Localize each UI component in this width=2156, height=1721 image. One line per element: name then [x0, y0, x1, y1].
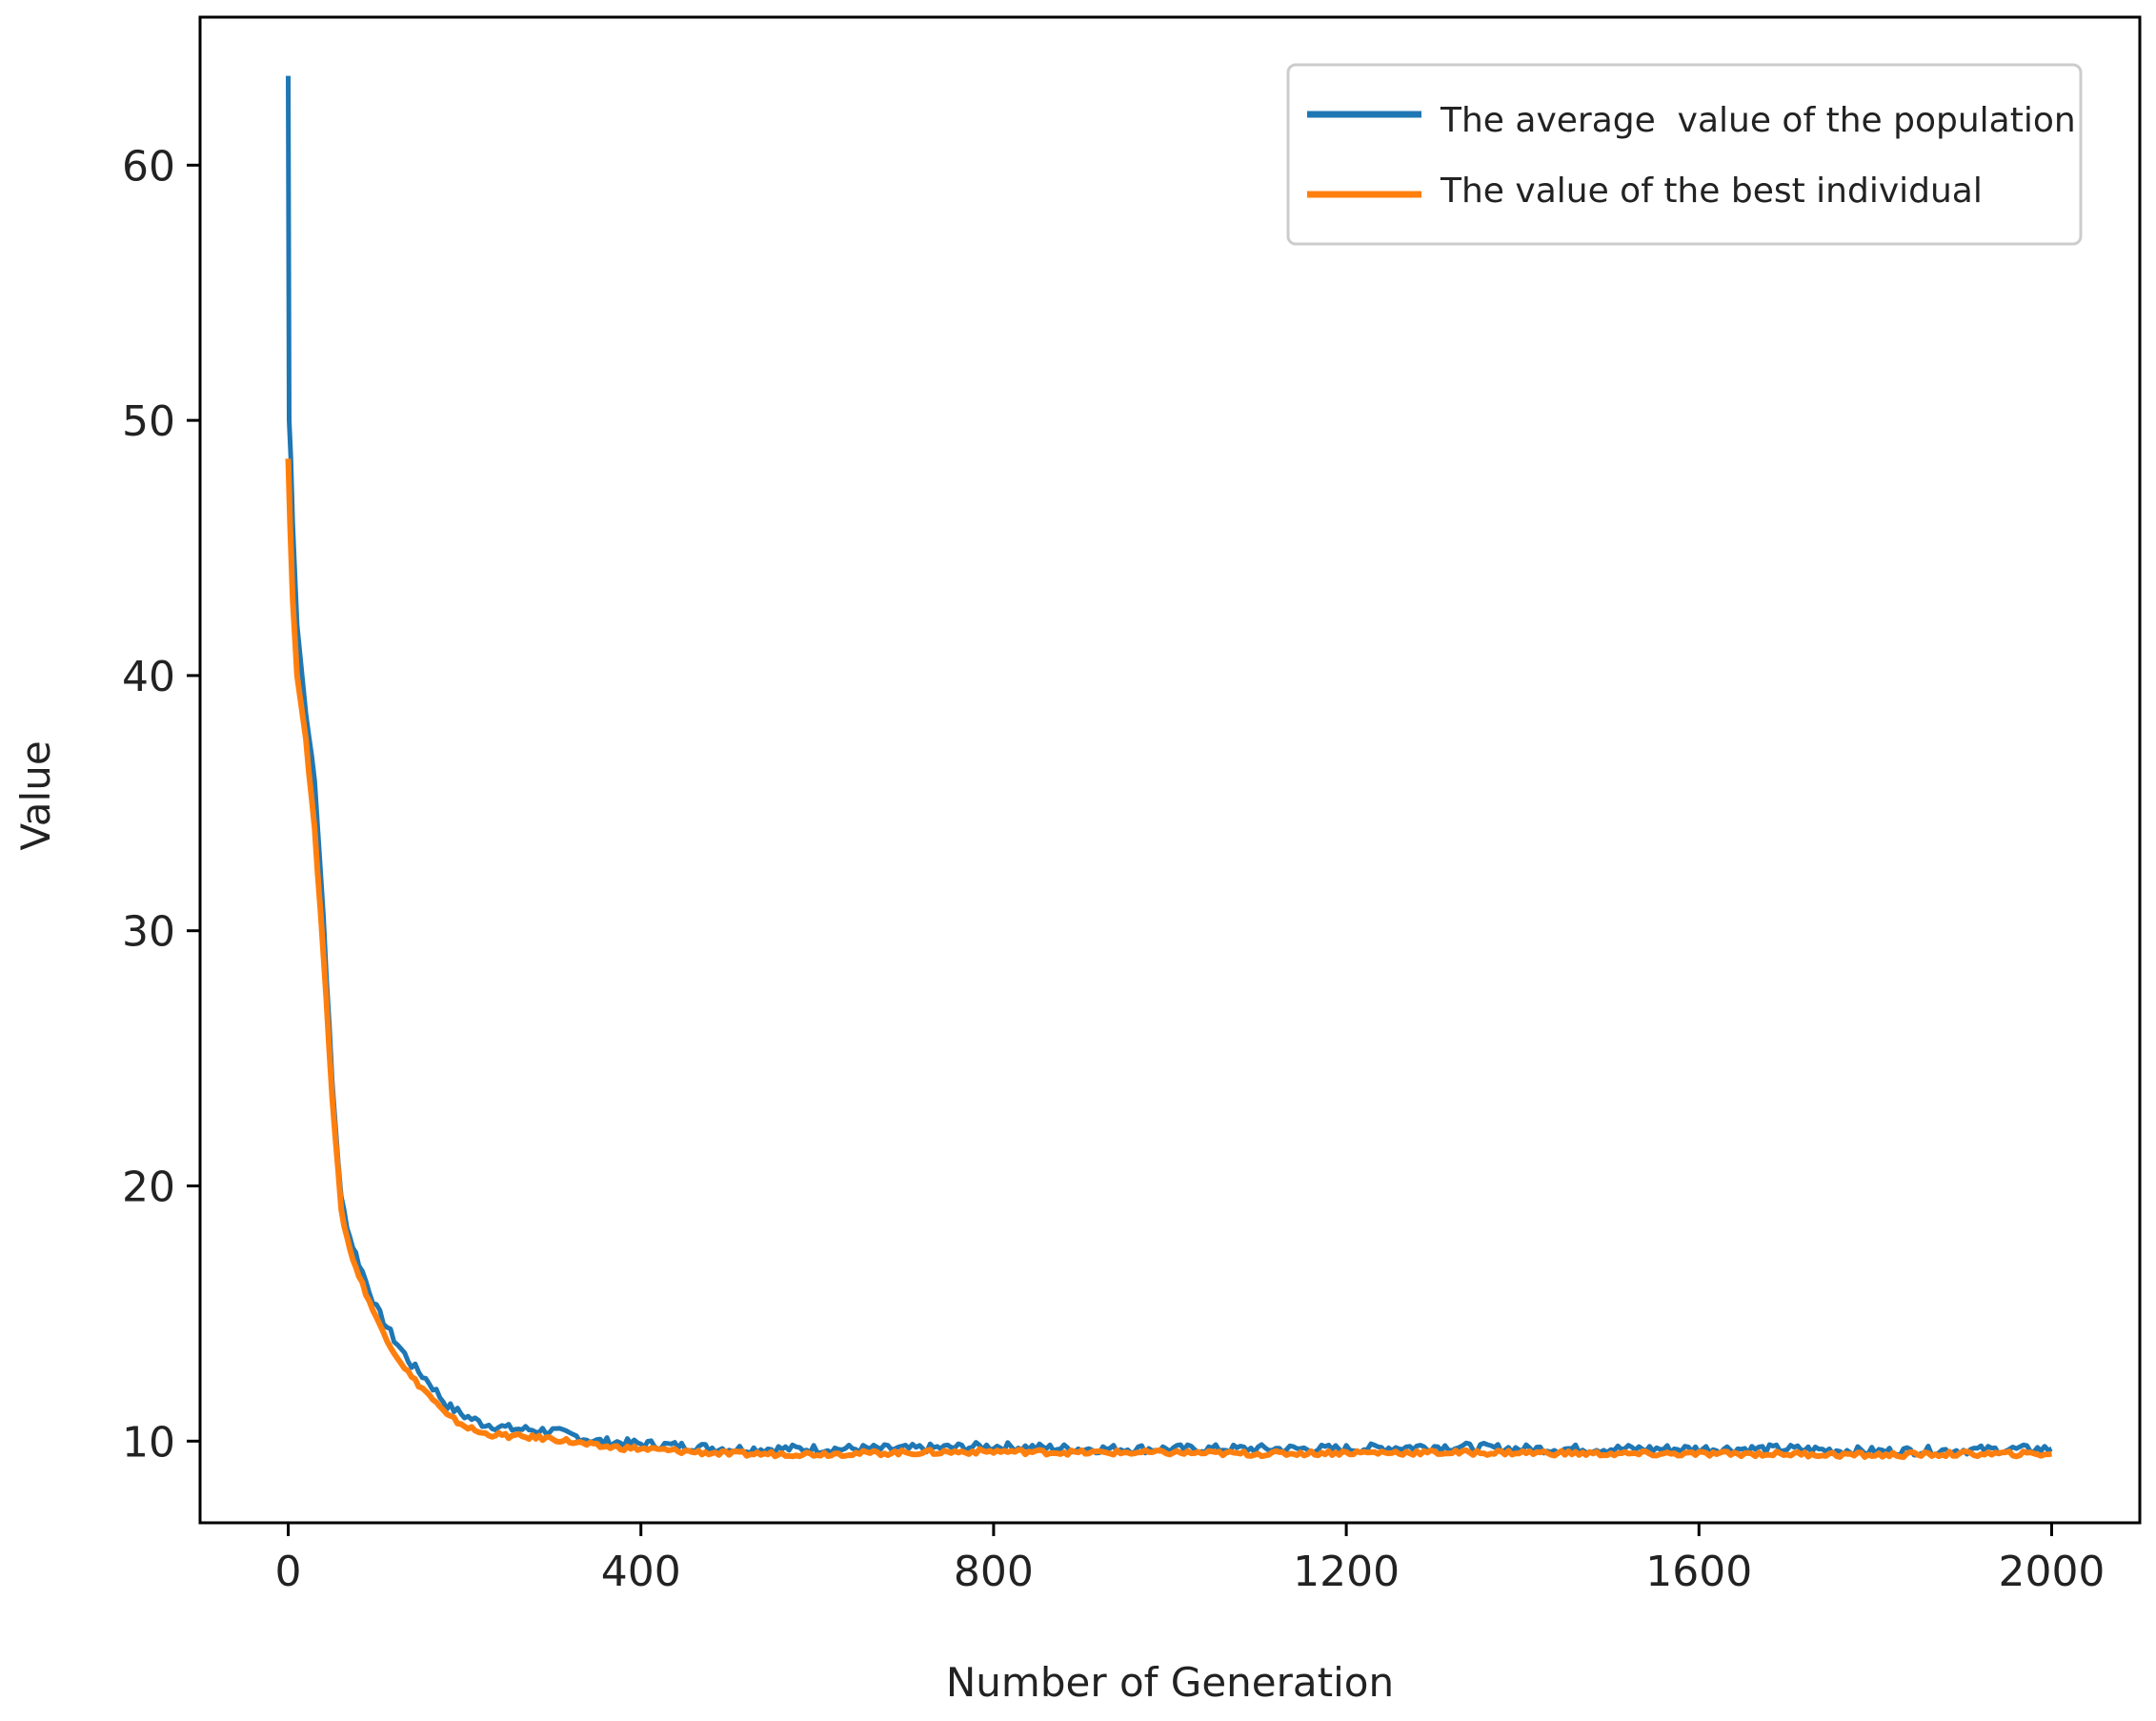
y-tick-label: 30 — [122, 908, 175, 957]
legend-label-best: The value of the best individual — [1440, 172, 1983, 211]
y-tick-label: 10 — [122, 1418, 175, 1467]
plot-area-frame — [198, 15, 2142, 1525]
x-tick-label: 1200 — [1293, 1548, 1400, 1596]
y-tick-label: 60 — [122, 142, 175, 191]
x-tick-label: 400 — [601, 1548, 681, 1596]
x-axis-ticks: 0 400 800 1200 1600 2000 — [275, 1523, 2105, 1596]
y-tick-label: 50 — [122, 397, 175, 446]
series-line-best — [285, 458, 2052, 1460]
legend-frame — [1286, 63, 2083, 246]
x-tick-label: 2000 — [1998, 1548, 2105, 1596]
y-tick-label: 20 — [122, 1164, 175, 1212]
legend: The average value of the population The … — [1286, 63, 2083, 246]
y-axis-ticks: 10 20 30 40 50 60 — [122, 142, 200, 1467]
x-tick-label: 800 — [954, 1548, 1034, 1596]
x-tick-label: 0 — [275, 1548, 302, 1596]
y-tick-label: 40 — [122, 653, 175, 701]
x-axis-label: Number of Generation — [946, 1659, 1394, 1706]
y-axis-label: Value — [12, 740, 59, 850]
x-tick-label: 1600 — [1645, 1548, 1752, 1596]
series-layer — [285, 75, 2053, 1460]
legend-label-average: The average value of the population — [1440, 101, 2076, 140]
